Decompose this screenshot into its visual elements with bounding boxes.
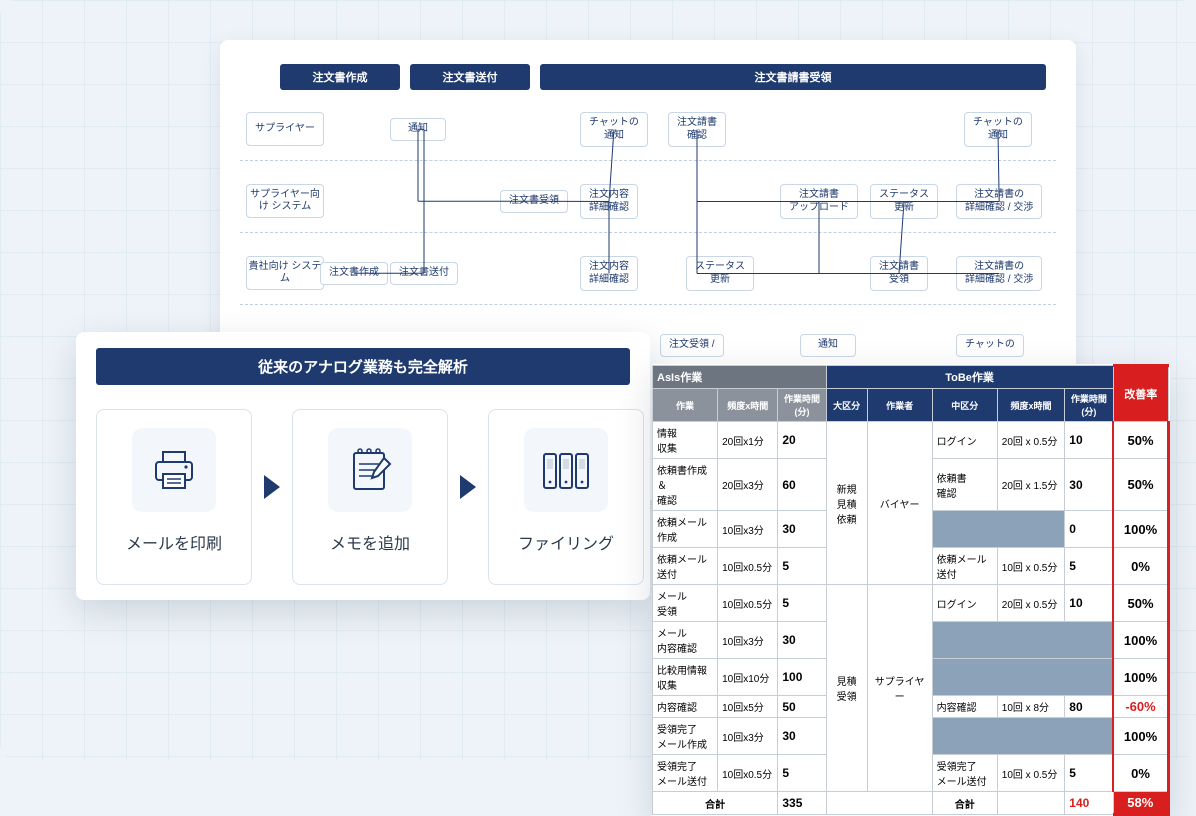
flow-node: 注文請書 アップロード	[780, 184, 858, 219]
comparison-table: AsIs作業ToBe作業改善率作業頻度x時間作業時間(分)大区分作業者中区分頻度…	[652, 364, 1170, 816]
lane-label-2: 貴社向け システム	[246, 256, 324, 290]
binder-icon	[524, 428, 608, 512]
tobe-head: ToBe作業	[826, 366, 1113, 389]
tobe-subhead: 頻度x時間	[997, 389, 1065, 422]
lane-label-1: サプライヤー向け システム	[246, 184, 324, 218]
lane-separator	[240, 160, 1056, 161]
sagyosha-cell: バイヤー	[867, 422, 932, 585]
tobe-subhead: 作業者	[867, 389, 932, 422]
flow-node: 注文請書 確認	[668, 112, 726, 147]
flow-node: チャットの 通知	[580, 112, 648, 147]
flow-node: ステータス 更新	[870, 184, 938, 219]
daikubun-cell: 見積 受領	[826, 585, 867, 792]
kaizen-head: 改善率	[1113, 366, 1168, 422]
lane-separator	[240, 304, 1056, 305]
comparison-table-panel: AsIs作業ToBe作業改善率作業頻度x時間作業時間(分)大区分作業者中区分頻度…	[652, 364, 1170, 816]
phase-3: 注文書請書受領	[540, 64, 1046, 90]
tobe-subhead: 大区分	[826, 389, 867, 422]
flow-node: ステータス 更新	[686, 256, 754, 291]
analog-card-title: 従来のアナログ業務も完全解析	[96, 348, 630, 385]
analog-step-label: メールを印刷	[126, 530, 222, 554]
memo-icon	[328, 428, 412, 512]
table-row: メール 受領10回x0.5分5見積 受領サプライヤーログイン20回 x 0.5分…	[653, 585, 1169, 622]
phase-1: 注文書作成	[280, 64, 400, 90]
analog-card: 従来のアナログ業務も完全解析 メールを印刷 メモを追加 ファイリング	[76, 332, 650, 600]
tobe-subhead: 作業時間(分)	[1065, 389, 1113, 422]
flow-node: 注文内容 詳細確認	[580, 184, 638, 219]
tobe-subhead: 中区分	[932, 389, 997, 422]
flow-node: 注文書作成	[320, 262, 388, 285]
sagyosha-cell: サプライヤー	[867, 585, 932, 792]
analog-step-binder: ファイリング	[488, 409, 644, 585]
phase-2: 注文書送付	[410, 64, 530, 90]
analog-step-memo: メモを追加	[292, 409, 448, 585]
flow-node: 注文内容 詳細確認	[580, 256, 638, 291]
flow-node: 注文書受領	[500, 190, 568, 213]
arrow-right-icon	[460, 475, 476, 499]
lane-separator	[240, 232, 1056, 233]
flow-node: 通知	[390, 118, 446, 141]
table-row: 情報 収集20回x1分20新規 見積 依頼バイヤーログイン20回 x 0.5分1…	[653, 422, 1169, 459]
daikubun-cell: 新規 見積 依頼	[826, 422, 867, 585]
table-total-row: 合計335合計14058%	[653, 792, 1169, 815]
asis-subhead: 頻度x時間	[718, 389, 778, 422]
printer-icon	[132, 428, 216, 512]
analog-step-label: メモを追加	[330, 530, 410, 554]
arrow-right-icon	[264, 475, 280, 499]
asis-subhead: 作業時間(分)	[778, 389, 826, 422]
analog-step-label: ファイリング	[518, 530, 614, 554]
flow-node: チャットの 通知	[964, 112, 1032, 147]
flow-node: 注文請書の 詳細確認 / 交渉	[956, 256, 1042, 291]
flow-node: 通知	[800, 334, 856, 357]
flow-node: 注文書送付	[390, 262, 458, 285]
asis-head: AsIs作業	[653, 366, 827, 389]
flow-node: 注文請書 受領	[870, 256, 928, 291]
flow-node: 注文受領 /	[660, 334, 724, 357]
asis-subhead: 作業	[653, 389, 718, 422]
analog-step-printer: メールを印刷	[96, 409, 252, 585]
flow-node: 注文請書の 詳細確認 / 交渉	[956, 184, 1042, 219]
lane-label-0: サプライヤー	[246, 112, 324, 146]
flow-node: チャットの	[956, 334, 1024, 357]
